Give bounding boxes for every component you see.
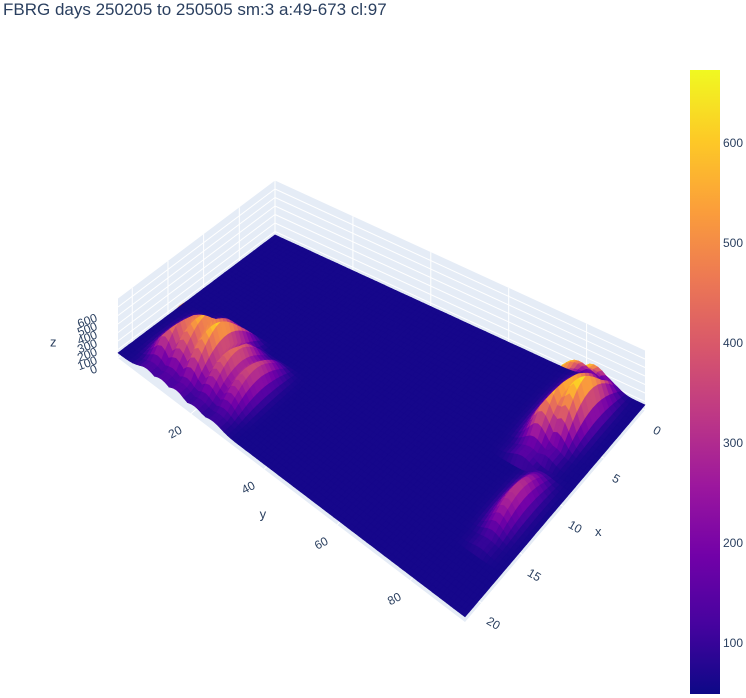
y-axis-label: y bbox=[260, 507, 267, 522]
z-axis-tick-label: 0 bbox=[88, 362, 99, 378]
z-axis-tick-label: 400 bbox=[75, 328, 99, 348]
colorbar-tick-label: 400 bbox=[723, 336, 743, 350]
surface-layer bbox=[117, 234, 646, 618]
colorbar-gradient bbox=[690, 70, 720, 694]
colorbar-tick-label: 100 bbox=[723, 636, 743, 650]
x-axis-tick-label: 0 bbox=[651, 423, 664, 439]
grid-line-z-wall bbox=[274, 214, 646, 385]
colorbar-tick-label: 600 bbox=[723, 136, 743, 150]
grid-line-z bbox=[117, 231, 276, 350]
grid-line-z-wall bbox=[274, 188, 646, 360]
z-axis-label: z bbox=[50, 335, 57, 350]
grid-line-z-wall bbox=[274, 205, 646, 377]
x-axis-tick-label: 10 bbox=[566, 517, 585, 536]
chart-title: FBRG days 250205 to 250505 sm:3 a:49-673… bbox=[3, 0, 387, 19]
z-axis-tick-label: 500 bbox=[75, 319, 99, 339]
y-axis-tick-label: 40 bbox=[239, 478, 258, 497]
colorbar-tick-label: 300 bbox=[723, 436, 743, 450]
z-axis-tick-label: 100 bbox=[75, 353, 99, 373]
z-axis-tick-label: 200 bbox=[75, 345, 99, 365]
x-axis-label: x bbox=[595, 524, 602, 539]
grid-line-z bbox=[117, 197, 276, 316]
wall-plane-y bbox=[118, 180, 275, 358]
y-axis-tick-label: 80 bbox=[385, 589, 404, 608]
grid-line-z bbox=[117, 214, 276, 333]
x-axis-tick-label: 5 bbox=[610, 471, 623, 487]
surface-patch bbox=[636, 402, 646, 411]
z-axis-tick-label: 300 bbox=[75, 336, 99, 356]
z-axis-tick-label: 600 bbox=[75, 311, 99, 331]
grid-line-z bbox=[117, 222, 276, 342]
y-axis-tick-label: 60 bbox=[312, 534, 331, 553]
colorbar-tick-label: 200 bbox=[723, 536, 743, 550]
y-axis-tick-label: 20 bbox=[166, 423, 185, 442]
colorbar-tick-label: 500 bbox=[723, 236, 743, 250]
wall-plane-x bbox=[275, 180, 645, 410]
grid-line-z bbox=[117, 205, 276, 325]
x-axis-tick-label: 20 bbox=[484, 614, 503, 633]
grid-line-z-wall bbox=[274, 197, 646, 368]
x-axis-tick-label: 15 bbox=[525, 566, 544, 585]
colorbar: 100 200 300 400 500 600 bbox=[690, 70, 743, 694]
grid-line-z bbox=[117, 188, 276, 308]
